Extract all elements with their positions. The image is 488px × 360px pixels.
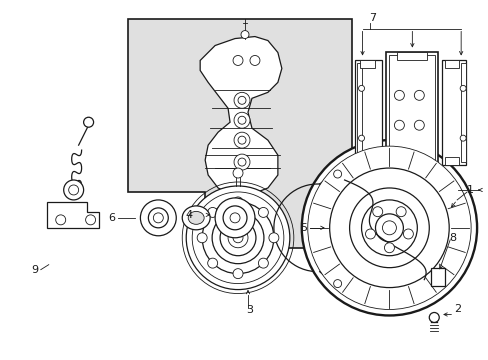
Text: 7: 7: [368, 13, 375, 23]
Circle shape: [241, 31, 248, 39]
Polygon shape: [200, 37, 281, 195]
Circle shape: [233, 168, 243, 178]
Bar: [359, 60, 375, 68]
Circle shape: [394, 120, 404, 130]
Circle shape: [258, 258, 268, 268]
Circle shape: [215, 198, 254, 238]
Text: 3: 3: [246, 305, 253, 315]
Circle shape: [413, 90, 424, 100]
Circle shape: [234, 92, 249, 108]
Circle shape: [394, 90, 404, 100]
Bar: [441, 60, 465, 165]
Circle shape: [238, 136, 245, 144]
Circle shape: [349, 188, 428, 268]
Text: 2: 2: [453, 305, 460, 315]
Circle shape: [403, 229, 412, 239]
Ellipse shape: [182, 206, 210, 230]
Circle shape: [234, 154, 249, 170]
Circle shape: [301, 140, 476, 315]
Circle shape: [268, 233, 278, 243]
Text: 9: 9: [32, 265, 39, 275]
Circle shape: [192, 192, 283, 284]
Circle shape: [375, 214, 403, 242]
Circle shape: [197, 233, 207, 243]
Circle shape: [459, 85, 465, 91]
Circle shape: [249, 55, 260, 66]
Circle shape: [233, 55, 243, 66]
Circle shape: [207, 258, 217, 268]
Circle shape: [227, 228, 247, 248]
Bar: [388, 55, 434, 170]
Circle shape: [212, 212, 264, 264]
Text: 4: 4: [184, 210, 192, 220]
Circle shape: [148, 208, 168, 228]
Text: 6: 6: [108, 213, 115, 223]
Circle shape: [238, 158, 245, 166]
Circle shape: [372, 207, 382, 217]
Circle shape: [233, 233, 243, 243]
Bar: [444, 60, 458, 68]
Bar: [460, 63, 465, 162]
Circle shape: [238, 96, 245, 104]
Circle shape: [384, 243, 394, 253]
Circle shape: [382, 221, 396, 235]
Circle shape: [202, 202, 273, 274]
Circle shape: [428, 312, 438, 323]
Circle shape: [85, 215, 95, 225]
Circle shape: [459, 135, 465, 141]
Circle shape: [220, 220, 255, 256]
Circle shape: [56, 215, 65, 225]
Circle shape: [140, 200, 176, 236]
Circle shape: [395, 207, 406, 217]
Circle shape: [307, 146, 470, 310]
Circle shape: [207, 207, 217, 217]
Polygon shape: [47, 202, 99, 228]
Circle shape: [223, 206, 246, 230]
Circle shape: [229, 213, 240, 223]
Text: 5: 5: [299, 223, 306, 233]
Bar: [359, 157, 375, 165]
Circle shape: [153, 213, 163, 223]
Bar: [444, 157, 458, 165]
Circle shape: [233, 269, 243, 279]
Bar: [386, 53, 437, 173]
Circle shape: [358, 85, 364, 91]
Text: 8: 8: [448, 233, 455, 243]
Ellipse shape: [188, 211, 203, 224]
Circle shape: [186, 186, 289, 289]
Circle shape: [333, 170, 341, 178]
Bar: [430, 268, 444, 285]
Circle shape: [358, 135, 364, 141]
Bar: [354, 60, 382, 165]
Circle shape: [333, 280, 341, 288]
Text: 1: 1: [466, 185, 473, 195]
Circle shape: [234, 132, 249, 148]
Circle shape: [83, 117, 93, 127]
Circle shape: [63, 180, 83, 200]
Circle shape: [233, 197, 243, 207]
Circle shape: [258, 207, 268, 217]
Circle shape: [413, 120, 424, 130]
Circle shape: [234, 112, 249, 128]
Circle shape: [365, 229, 375, 239]
Circle shape: [361, 200, 416, 256]
Bar: [356, 63, 361, 162]
Circle shape: [68, 185, 79, 195]
Circle shape: [238, 116, 245, 124]
Circle shape: [329, 168, 448, 288]
Bar: [397, 53, 427, 60]
Polygon shape: [128, 19, 351, 248]
